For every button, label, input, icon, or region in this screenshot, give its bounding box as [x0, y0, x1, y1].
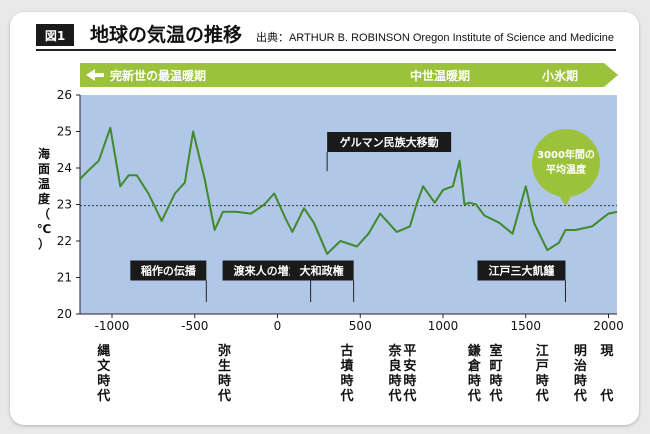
y-axis: 20 21 22 23 24 25 26 — [57, 88, 81, 321]
plot-area — [80, 95, 617, 314]
event-tag — [222, 260, 311, 281]
average-bubble: 3000年間の 平均温度 — [532, 129, 600, 206]
period-label: 室町時代 — [488, 343, 502, 404]
bubble-text-line1: 3000年間の — [537, 148, 595, 161]
left-arrow-icon — [86, 69, 104, 81]
period-banner: 完新世の最温暖期 中世温暖期 小氷期 — [80, 63, 618, 87]
period-label: 奈良時代 — [387, 343, 402, 404]
banner-label-holocene: 完新世の最温暖期 — [110, 68, 206, 83]
y-tick-label: 23 — [57, 198, 72, 212]
title-divider — [36, 49, 616, 51]
x-tick-label: -1000 — [95, 319, 130, 333]
event-tag — [130, 260, 207, 281]
period-label: 代 — [599, 388, 613, 404]
x-tick-label: 0 — [274, 319, 282, 333]
y-tick-label: 26 — [57, 88, 72, 102]
y-tick-label: 25 — [57, 125, 72, 139]
event-label: 江戸三大飢饉 — [488, 264, 554, 278]
event-tag — [289, 260, 354, 281]
y-axis-label-text: 海面温度（℃） — [37, 146, 52, 251]
y-tick-label: 21 — [57, 271, 72, 285]
y-tick-label: 22 — [57, 234, 72, 248]
period-label: 江戸時代 — [535, 343, 549, 404]
x-axis: -1000 -500 0 500 1000 1500 2000 — [80, 313, 624, 333]
bubble-text-line2: 平均温度 — [546, 163, 587, 176]
figure-badge: 図1 — [36, 24, 74, 46]
source-credit: 出典：ARTHUR B. ROBINSON Oregon Institute o… — [255, 32, 614, 44]
event-label: ゲルマン民族大移動 — [340, 135, 439, 149]
event-markers: 稲作の伝播 渡来人の増加 大和政権 江戸三大飢饉 ゲルマン民族大移動 — [130, 132, 566, 302]
banner-label-little-ice-age: 小氷期 — [542, 68, 578, 83]
x-tick-label: -500 — [181, 319, 208, 333]
temperature-series-line — [79, 126, 618, 255]
period-label: 縄文時代 — [96, 343, 111, 404]
bubble-circle — [532, 129, 600, 197]
period-label: 古墳時代 — [340, 343, 354, 404]
period-label: 明治時代 — [573, 344, 587, 404]
x-tick-label: 500 — [349, 319, 372, 333]
y-tick-label: 20 — [57, 307, 72, 321]
chart-title: 地球の気温の推移 — [90, 24, 243, 46]
event-tag — [327, 132, 452, 152]
event-label: 渡来人の増加 — [234, 264, 300, 278]
event-tag — [477, 260, 566, 281]
period-label: 現 — [600, 344, 613, 359]
x-tick-label: 1000 — [428, 319, 459, 333]
period-label: 平安時代 — [402, 344, 416, 404]
event-label: 稲作の伝播 — [141, 264, 197, 278]
period-label: 弥生時代 — [217, 343, 231, 404]
period-label: 鎌倉時代 — [467, 343, 482, 404]
x-tick-label: 1500 — [510, 319, 541, 333]
banner-arrow-shape — [80, 63, 618, 87]
event-label: 大和政権 — [300, 264, 344, 278]
x-tick-label: 2000 — [593, 319, 624, 333]
y-axis-label: 海面温度（℃） — [37, 146, 52, 251]
bubble-pointer — [556, 190, 574, 206]
banner-label-medieval: 中世温暖期 — [410, 68, 470, 83]
y-tick-label: 24 — [57, 161, 72, 175]
